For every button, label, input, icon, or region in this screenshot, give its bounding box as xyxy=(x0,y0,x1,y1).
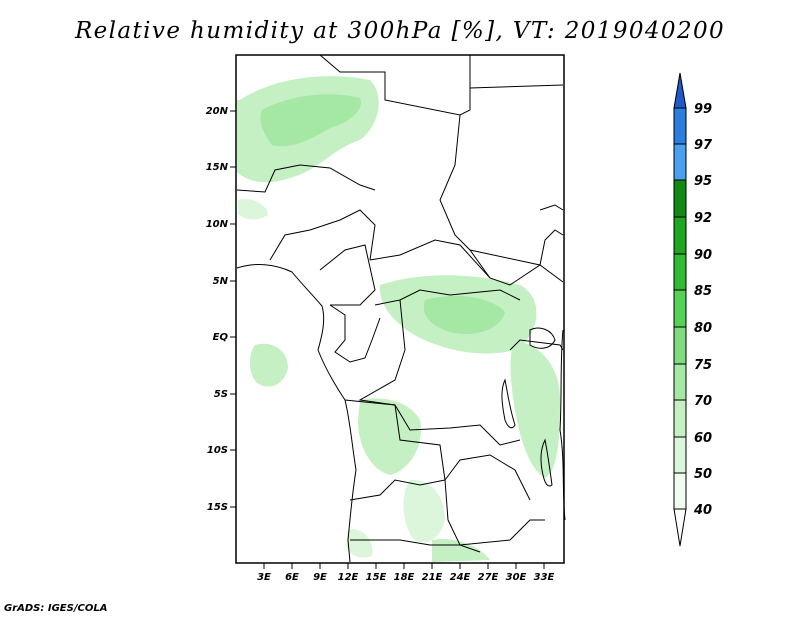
humidity-area-south xyxy=(403,479,445,543)
colorbar-label-95: 95 xyxy=(694,174,712,189)
colorbar-label-75: 75 xyxy=(694,358,712,373)
lon-label-18e: 18E xyxy=(394,572,415,583)
latitude-axis: 20N 15N 10N 5N EQ 5S 10S 15S xyxy=(206,106,236,513)
humidity-area-sw xyxy=(346,529,373,558)
border-nigeria xyxy=(269,209,376,261)
border-south-east xyxy=(444,479,545,546)
lake-tanganyika xyxy=(501,378,516,429)
lake-malawi xyxy=(540,438,553,487)
colorbar-top-arrow xyxy=(673,72,687,109)
border-zambia xyxy=(444,454,531,501)
lon-label-12e: 12E xyxy=(338,572,359,583)
lon-label-27e: 27E xyxy=(478,572,499,583)
colorbar-label-70: 70 xyxy=(694,394,712,409)
map-frame xyxy=(235,54,565,564)
lat-label-20n: 20N xyxy=(206,106,229,117)
lon-label-33e: 33E xyxy=(534,572,555,583)
longitude-axis: 3E 6E 9E 12E 15E 18E 21E 24E 27E 30E 33E xyxy=(257,563,555,583)
humidity-core-sahara xyxy=(260,94,361,147)
colorbar-80-85 xyxy=(673,289,687,328)
country-borders xyxy=(236,54,566,563)
lon-label-9e: 9E xyxy=(313,572,327,583)
colorbar-label-85: 85 xyxy=(694,284,712,299)
lat-label-15s: 15S xyxy=(207,502,228,513)
colorbar-label-92: 92 xyxy=(694,211,712,226)
colorbar-95-97 xyxy=(673,143,687,181)
humidity-area-west xyxy=(238,199,268,220)
colorbar-label-40: 40 xyxy=(693,503,712,518)
humidity-area-atlantic xyxy=(249,343,288,387)
border-north xyxy=(319,54,471,116)
lon-label-24e: 24E xyxy=(450,572,471,583)
colorbar-label-90: 90 xyxy=(694,248,712,263)
border-tanzania xyxy=(509,339,564,351)
colorbar-label-97: 97 xyxy=(694,138,713,153)
lat-label-eq: EQ xyxy=(213,332,229,343)
colorbar-label-80: 80 xyxy=(694,321,712,336)
lat-label-5n: 5N xyxy=(213,276,229,287)
lat-label-10s: 10S xyxy=(207,445,228,456)
colorbar-85-90 xyxy=(673,253,687,291)
colorbar-90-92 xyxy=(673,216,687,255)
border-sudan xyxy=(469,84,564,89)
colorbar-70-75 xyxy=(673,363,687,401)
border-drc xyxy=(358,299,521,446)
lat-label-15n: 15N xyxy=(206,162,229,173)
border-east-sudan xyxy=(469,229,564,266)
border-cameroon xyxy=(319,244,376,306)
colorbar-75-80 xyxy=(673,326,687,365)
colorbar-label-60: 60 xyxy=(694,431,712,446)
coastline-west-africa xyxy=(236,264,357,563)
lat-label-5s: 5S xyxy=(214,389,228,400)
lake-victoria xyxy=(529,327,556,349)
border-gabon xyxy=(329,304,381,363)
border-sahel xyxy=(236,164,376,193)
colorbar: 99 97 95 92 90 85 80 75 70 60 50 40 xyxy=(673,72,713,547)
colorbar-bottom-arrow xyxy=(673,508,687,547)
colorbar-60-70 xyxy=(673,399,687,438)
lon-label-15e: 15E xyxy=(366,572,387,583)
colorbar-97-99 xyxy=(673,107,687,145)
border-car xyxy=(369,239,564,286)
border-namibia xyxy=(350,539,481,553)
lon-label-30e: 30E xyxy=(506,572,527,583)
border-drc-north xyxy=(374,289,521,306)
lon-label-21e: 21E xyxy=(422,572,443,583)
humidity-area-angola xyxy=(358,398,421,475)
grads-credit: GrADS: IGES/COLA xyxy=(4,603,108,614)
border-ethiopia xyxy=(539,204,564,211)
map-title: Relative humidity at 300hPa [%], VT: 201… xyxy=(74,18,726,44)
border-chad xyxy=(439,114,491,279)
humidity-area-lakes xyxy=(510,340,560,478)
colorbar-40-50 xyxy=(673,472,687,510)
humidity-shading xyxy=(237,76,560,562)
colorbar-label-50: 50 xyxy=(694,467,712,482)
humidity-core-congo xyxy=(423,296,505,334)
colorbar-label-99: 99 xyxy=(694,102,712,117)
colorbar-92-95 xyxy=(673,179,687,218)
lon-label-3e: 3E xyxy=(257,572,271,583)
lat-label-10n: 10N xyxy=(206,219,229,230)
lon-label-6e: 6E xyxy=(285,572,299,583)
colorbar-50-60 xyxy=(673,436,687,474)
